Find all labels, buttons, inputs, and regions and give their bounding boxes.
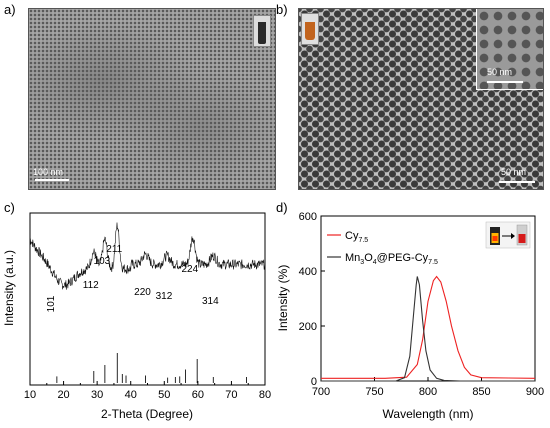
xrd-x-tick-label: 60 — [192, 389, 204, 401]
scale-bar-a-label: 100 nm — [33, 167, 64, 177]
tem-image-b: 50 nm 50 nm — [298, 8, 544, 190]
xrd-peak-label-224: 224 — [181, 264, 198, 275]
xrd-x-tick-label: 50 — [158, 389, 170, 401]
legend-label-mn3o4-peg-cy75: Mn3O4@PEG-Cy7.5 — [345, 252, 438, 266]
legend-label-cy75: Cy7.5 — [345, 230, 368, 244]
panel-d-label: d) — [276, 200, 288, 215]
scale-bar-b — [499, 181, 535, 183]
emission-x-tick-label: 850 — [472, 386, 490, 398]
xrd-peak-label-103: 103 — [94, 256, 111, 267]
scale-bar-b-inset — [487, 81, 523, 83]
xrd-x-tick-label: 70 — [225, 389, 237, 401]
xrd-x-axis-label: 2-Theta (Degree) — [101, 407, 193, 421]
emission-y-axis-label: Intensity (%) — [276, 265, 290, 332]
panel-c-label: c) — [4, 200, 15, 215]
panel-b-label: b) — [276, 2, 288, 17]
emission-y-tick-label: 400 — [299, 266, 317, 278]
emission-x-tick-label: 700 — [312, 386, 330, 398]
emission-x-tick-label: 900 — [526, 386, 544, 398]
cy75-emission-line — [321, 275, 536, 379]
xrd-x-tick-label: 20 — [57, 389, 69, 401]
scale-bar-a — [35, 179, 69, 181]
hrtem-inset: 50 nm — [476, 9, 543, 90]
vial-inset-icon — [253, 15, 271, 47]
xrd-peak-label-101: 101 — [46, 295, 57, 312]
vial-orange-inset-icon — [301, 13, 319, 45]
emission-x-axis-label: Wavelength (nm) — [383, 407, 474, 421]
xrd-peak-label-220: 220 — [134, 287, 151, 298]
xrd-pattern-line — [29, 222, 266, 290]
emission-y-tick-label: 200 — [299, 321, 317, 333]
xrd-x-tick-label: 10 — [24, 389, 36, 401]
tem-image-a: 100 nm — [28, 8, 276, 190]
vial-photo-inset-icon — [485, 221, 531, 249]
xrd-peak-label-314: 314 — [202, 296, 219, 307]
xrd-peak-label-312: 312 — [156, 291, 173, 302]
emission-y-tick-label: 0 — [311, 376, 317, 388]
xrd-x-tick-label: 40 — [125, 389, 137, 401]
mn3o4-peg-cy75-emission-line — [321, 276, 535, 382]
scale-bar-b-inset-label: 50 nm — [487, 67, 513, 77]
xrd-x-tick-label: 80 — [259, 389, 271, 401]
emission-x-tick-label: 800 — [419, 386, 437, 398]
emission-x-tick-label: 750 — [365, 386, 383, 398]
emission-chart: 700 750 800 850 900 0 200 400 600 Cy7.5 Mn3O4@PE… — [276, 211, 544, 421]
xrd-plot-frame — [29, 212, 266, 386]
xrd-x-tick-label: 30 — [91, 389, 103, 401]
xrd-peak-label-112: 112 — [83, 280, 99, 291]
xrd-peak-label-211: 211 — [106, 244, 122, 255]
xrd-y-axis-label: Intensity (a.u.) — [2, 250, 16, 326]
scale-bar-b-label: 50 nm — [501, 167, 527, 177]
panel-a-label: a) — [4, 2, 16, 17]
emission-y-tick-label: 600 — [299, 211, 317, 223]
